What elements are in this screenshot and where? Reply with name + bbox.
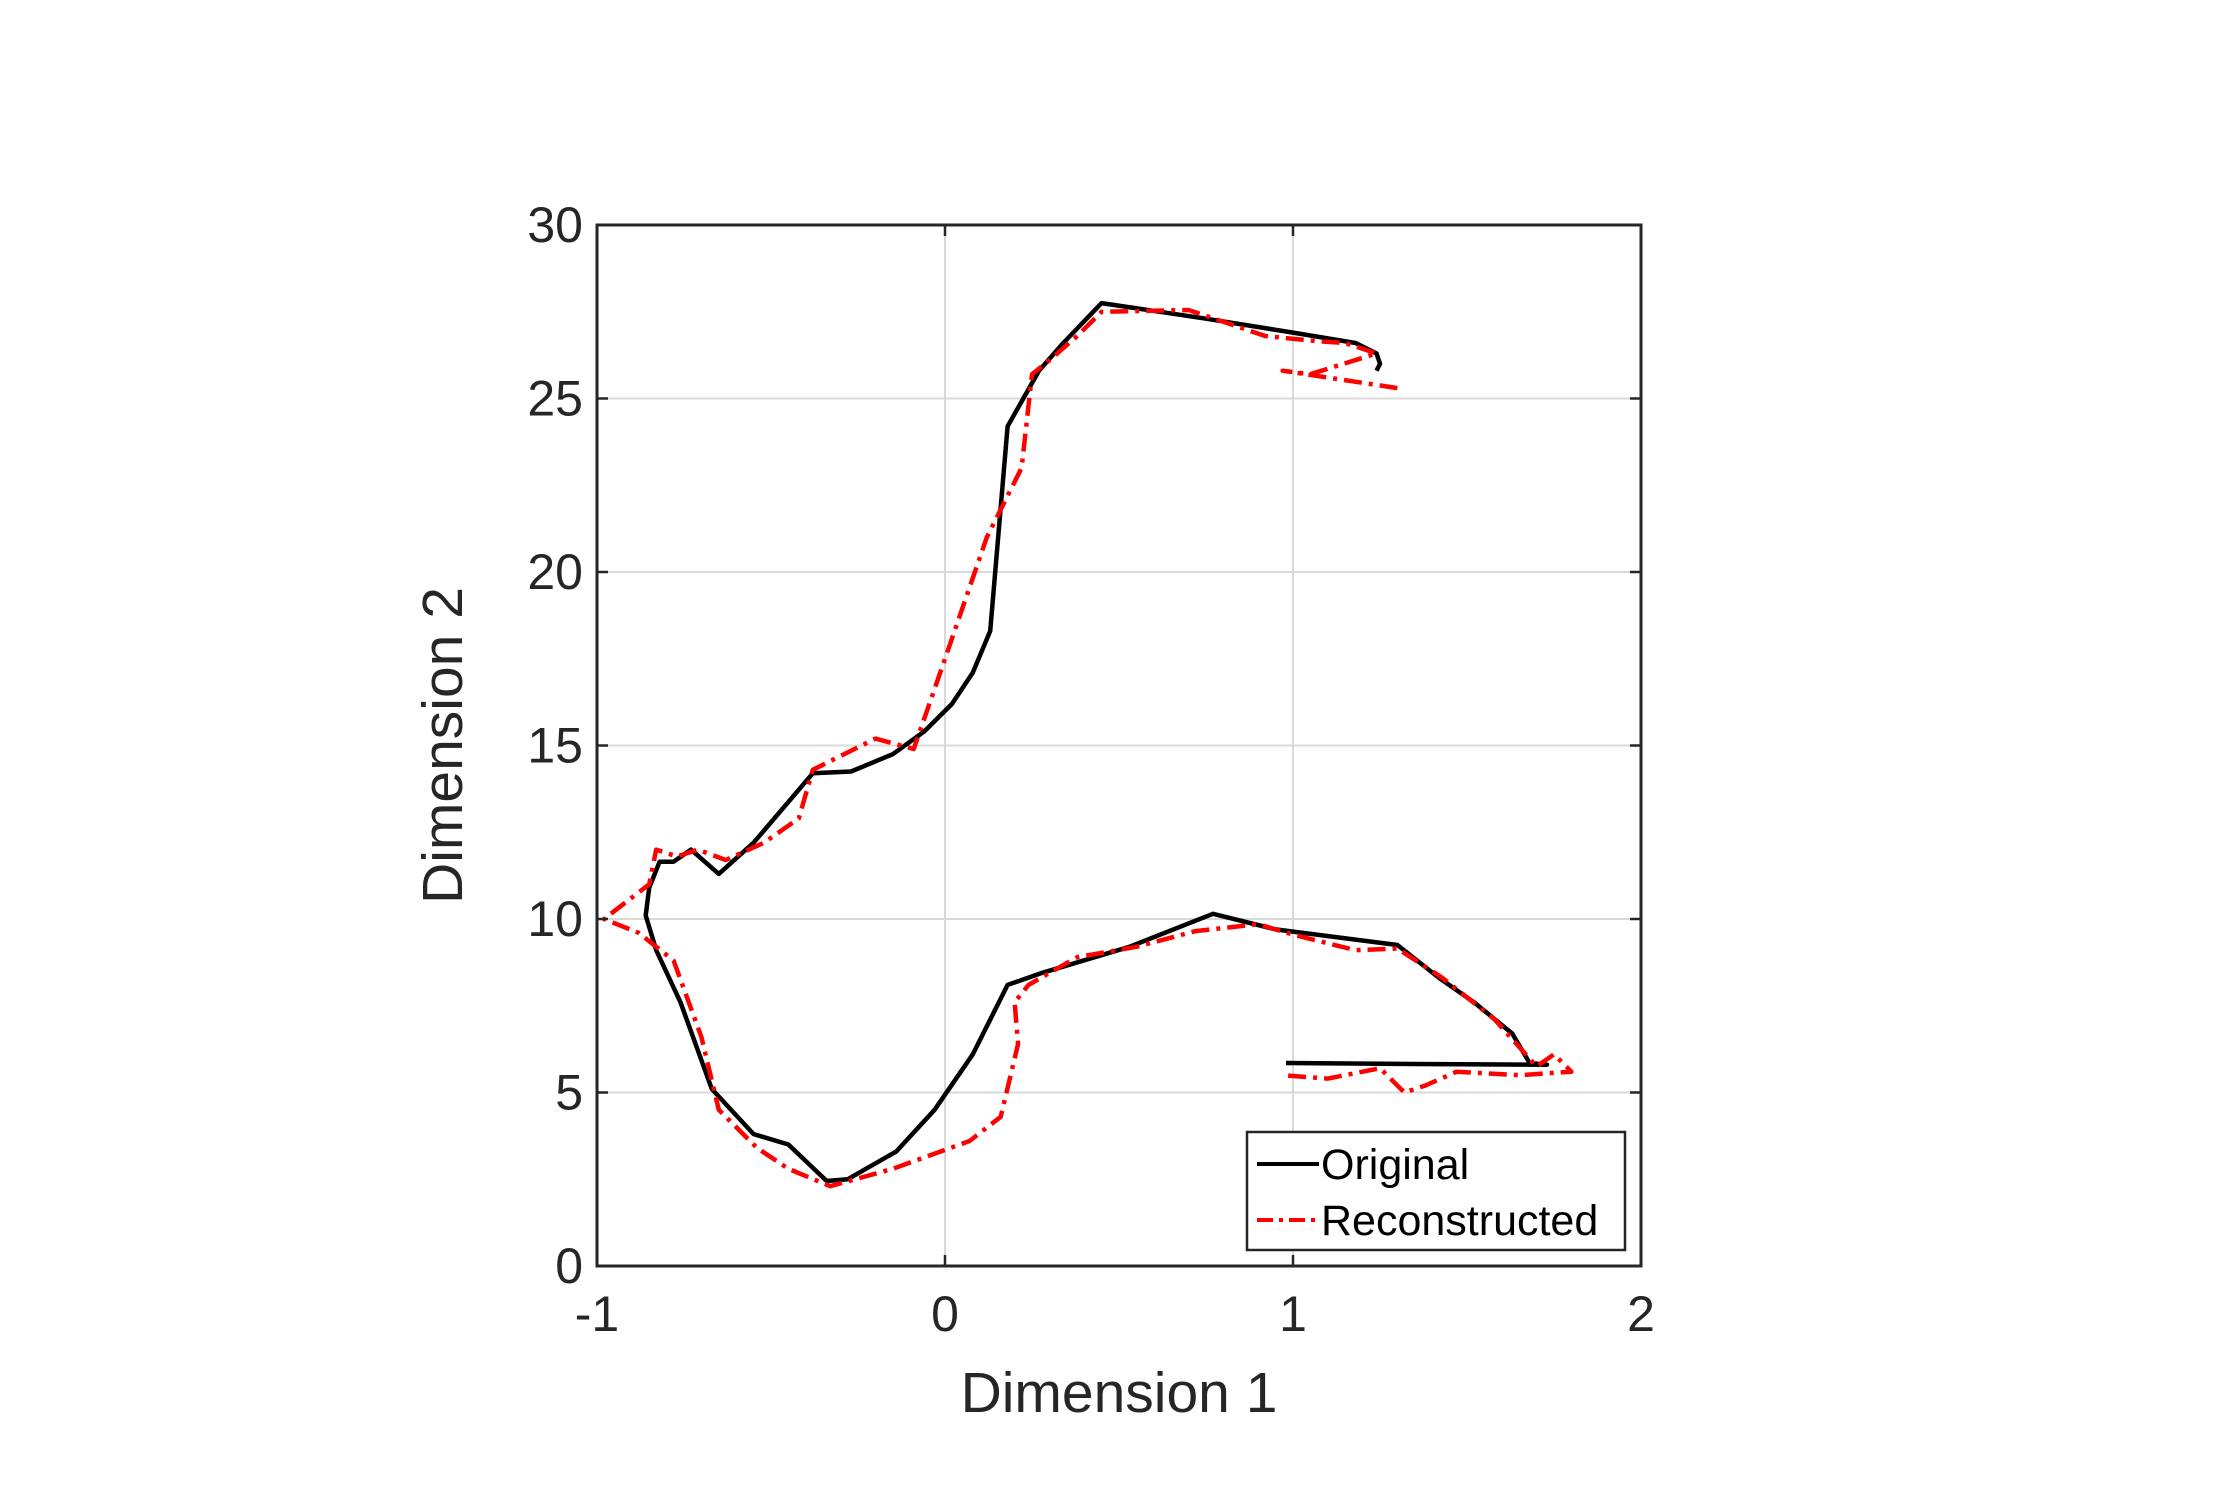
grid-lines: [596, 224, 1642, 1267]
plot-lines: [601, 300, 1574, 1189]
legend-label-reconstructed: Reconstructed: [1321, 1197, 1598, 1245]
y-tick-label: 20: [527, 544, 583, 600]
y-tick-label: 30: [527, 197, 583, 253]
x-tick-label: 1: [1279, 1286, 1307, 1342]
y-tick-label: 25: [527, 371, 583, 427]
x-axis-label: Dimension 1: [961, 1361, 1278, 1425]
y-tick-label: 0: [555, 1238, 583, 1294]
y-tick-label: 5: [555, 1065, 583, 1121]
legend: Original Reconstructed: [1245, 1130, 1627, 1252]
y-tick-label: 15: [527, 718, 583, 774]
legend-box: [1245, 1130, 1627, 1252]
x-tick-label: -1: [575, 1286, 619, 1342]
legend-label-original: Original: [1321, 1141, 1469, 1189]
y-axis-label: Dimension 2: [411, 587, 475, 904]
x-tick-label: 0: [931, 1286, 959, 1342]
y-tick-label: 10: [527, 891, 583, 947]
series-line-original: [643, 300, 1550, 1184]
series-line-reconstructed: [601, 307, 1574, 1189]
x-tick-label: 2: [1627, 1286, 1655, 1342]
